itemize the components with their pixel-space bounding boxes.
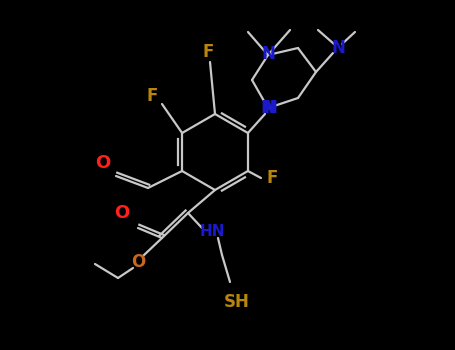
Text: HN: HN <box>199 224 225 239</box>
Text: N: N <box>263 99 277 117</box>
Text: N: N <box>261 99 275 117</box>
Text: F: F <box>202 43 214 61</box>
Text: SH: SH <box>224 293 250 311</box>
Text: O: O <box>114 204 130 222</box>
Text: O: O <box>131 253 145 271</box>
Text: N: N <box>261 45 275 63</box>
Text: F: F <box>266 169 278 187</box>
Text: F: F <box>147 87 158 105</box>
Text: N: N <box>331 39 345 57</box>
Text: O: O <box>96 154 111 172</box>
